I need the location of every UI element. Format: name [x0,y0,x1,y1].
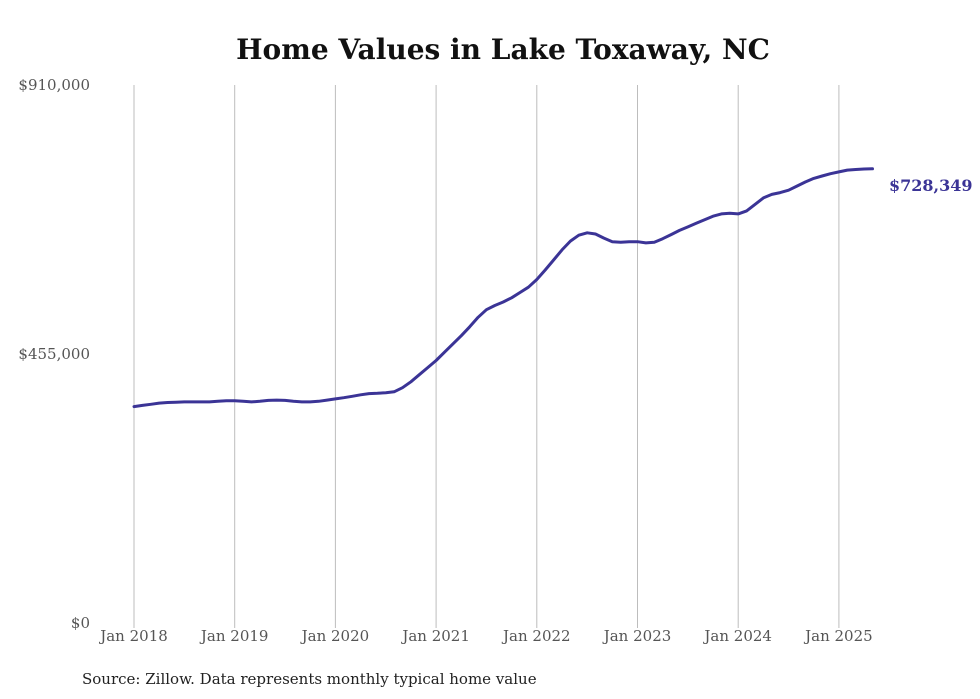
source-note: Source: Zillow. Data represents monthly … [82,670,537,688]
x-tick-label: Jan 2023 [602,627,672,645]
x-tick-label: Jan 2025 [803,627,873,645]
x-tick-label: Jan 2020 [300,627,370,645]
grid-lines [133,85,840,628]
x-axis-ticks: Jan 2018 Jan 2019 Jan 2020 Jan 2021 Jan 2022… [98,627,872,645]
chart-title: Home Values in Lake Toxaway, NC [236,33,770,66]
x-tick-label: Jan 2021 [400,627,470,645]
x-tick-label: Jan 2022 [501,627,571,645]
end-value-label: $728,349 [889,176,973,195]
series-line-home-value [132,167,874,409]
y-axis-ticks: $0 $455,000 $910,000 [18,76,90,632]
x-tick-label: Jan 2024 [702,627,772,645]
y-tick-label: $0 [71,614,90,632]
y-tick-label: $910,000 [18,76,90,94]
y-tick-label: $455,000 [18,345,90,363]
x-tick-label: Jan 2018 [98,627,168,645]
x-tick-label: Jan 2019 [199,627,269,645]
